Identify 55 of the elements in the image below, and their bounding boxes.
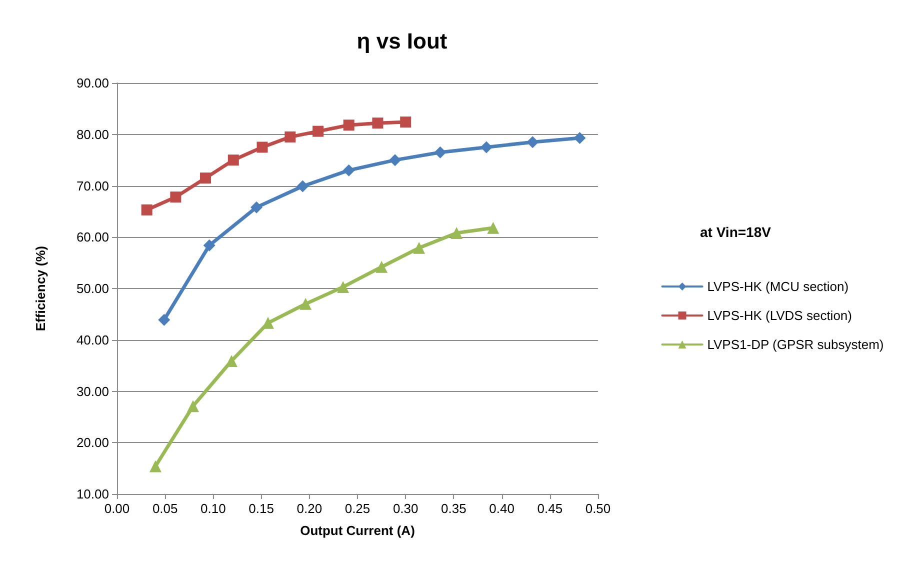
legend-label: LVPS-HK (MCU section) xyxy=(707,279,849,294)
x-tick-label: 0.45 xyxy=(537,501,563,516)
point xyxy=(158,314,170,326)
point xyxy=(376,260,388,273)
point xyxy=(300,298,312,310)
x-axis-title: Output Current (A) xyxy=(300,523,415,538)
x-tick-label: 0.05 xyxy=(152,501,178,516)
point xyxy=(574,132,586,144)
point xyxy=(203,239,216,252)
point xyxy=(400,116,412,128)
y-tick-label: 50.00 xyxy=(76,281,109,296)
y-tick-label: 10.00 xyxy=(76,486,109,502)
point xyxy=(170,192,182,203)
point xyxy=(450,227,463,240)
text: at Vin=18V xyxy=(700,224,772,240)
chart-title: η vs Iout xyxy=(356,28,448,54)
legend-label: LVPS1-DP (GPSR subsystem) xyxy=(707,337,884,352)
point xyxy=(389,154,402,166)
x-tick-label: 0.25 xyxy=(344,501,370,516)
y-tick-label: 40.00 xyxy=(76,332,109,348)
point xyxy=(187,400,199,412)
x-tick-label: 0.15 xyxy=(248,501,274,516)
point xyxy=(200,172,212,184)
y-tick-label: 90.00 xyxy=(76,76,109,90)
y-tick-label: 20.00 xyxy=(76,435,109,450)
point xyxy=(296,180,309,192)
point xyxy=(342,164,355,176)
x-tick-label: 0.20 xyxy=(296,501,322,516)
point xyxy=(434,146,446,158)
point xyxy=(256,142,268,153)
point xyxy=(526,136,539,148)
x-tick-label: 0.30 xyxy=(392,501,418,516)
point xyxy=(337,280,350,293)
y-axis-title: Efficiency (%) xyxy=(33,246,48,332)
point xyxy=(343,120,354,131)
x-tick-label: 0.10 xyxy=(200,501,226,516)
x-tick-label: 0.00 xyxy=(104,501,130,516)
point xyxy=(149,460,162,472)
point xyxy=(228,154,239,166)
point xyxy=(487,222,500,234)
point xyxy=(312,126,324,137)
point xyxy=(413,242,426,254)
y-tick-label: 30.00 xyxy=(76,384,109,399)
legend-label: LVPS-HK (LVDS section) xyxy=(707,308,852,323)
y-tick-label: 80.00 xyxy=(76,126,109,142)
x-tick-label: 0.40 xyxy=(489,501,514,516)
point xyxy=(141,204,152,216)
x-tick-label: 0.50 xyxy=(585,501,611,516)
y-tick-label: 70.00 xyxy=(76,178,109,194)
point xyxy=(284,131,296,142)
point xyxy=(480,141,492,154)
point xyxy=(372,118,384,129)
y-tick-label: 60.00 xyxy=(76,230,109,245)
x-tick-label: 0.35 xyxy=(441,501,466,516)
point xyxy=(250,201,262,214)
